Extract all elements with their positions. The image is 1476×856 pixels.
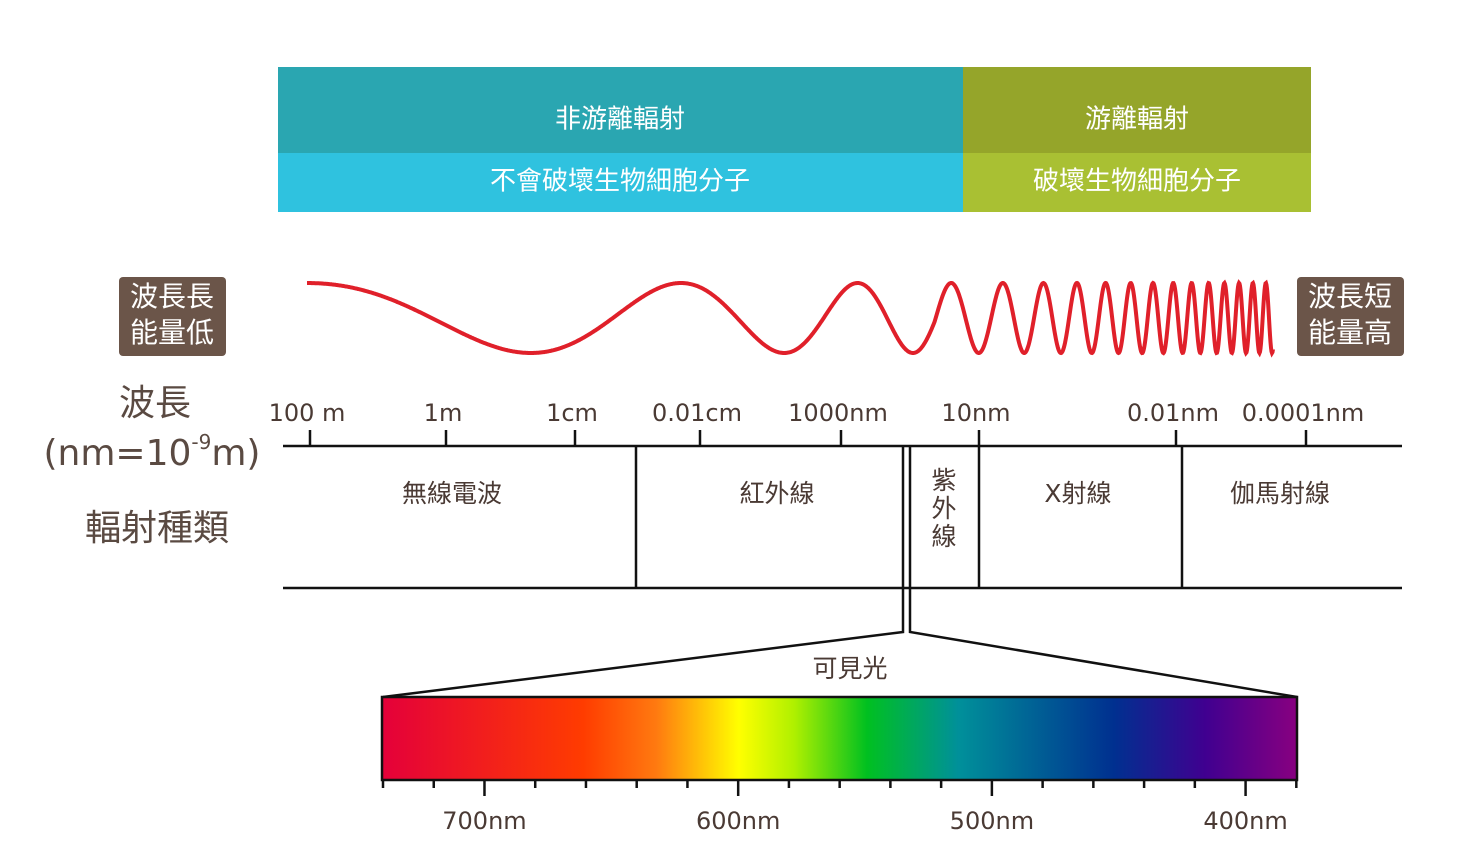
wavelength-tick-label: 1000nm: [788, 399, 888, 427]
spectrum-tick-label: 600nm: [696, 807, 780, 835]
type: 紅外線: [739, 479, 814, 508]
type: 外: [931, 494, 956, 523]
spectrum-tick-label: 400nm: [1203, 807, 1287, 835]
badge-text: 能量低: [130, 316, 214, 349]
spectrum: [380, 695, 1299, 782]
badge-text: 波長短: [1308, 280, 1392, 313]
banner-top: [278, 67, 963, 153]
banner-subtitle: 不會破壞生物細胞分子: [490, 167, 750, 197]
unit-suffix: m): [211, 433, 260, 474]
unit-prefix: (nm=10: [44, 433, 192, 474]
spectrum-tick-label: 500nm: [950, 807, 1034, 835]
wavelength-tick-label: 100 m: [269, 399, 346, 427]
wavelength-label: 波長: [119, 383, 191, 424]
visible-label: 可見光: [812, 654, 887, 683]
visible-callout: [382, 446, 1298, 699]
wavelength-tick-label: 1cm: [546, 399, 598, 427]
banner-top: [963, 67, 1311, 153]
badge-text: 能量高: [1308, 316, 1392, 349]
type: X射線: [1044, 479, 1111, 508]
badge-text: 波長長: [130, 280, 214, 313]
banner-subtitle: 破壞生物細胞分子: [1033, 167, 1241, 197]
unit-label: (nm=10-9m): [44, 430, 261, 475]
wavelength-tick-label: 0.01cm: [652, 399, 742, 427]
unit-exp: -9: [191, 430, 211, 454]
badge: [1297, 277, 1404, 356]
type: 無線電波: [402, 479, 502, 508]
type: 伽馬射線: [1230, 479, 1330, 508]
type: 線: [931, 522, 956, 551]
wavelength-tick-label: 1m: [424, 399, 463, 427]
wavelength-tick-label: 0.01nm: [1127, 399, 1219, 427]
wavelength-tick-label: 0.0001nm: [1242, 399, 1365, 427]
wave: [307, 279, 1275, 358]
spectrum-tick-label: 700nm: [442, 807, 526, 835]
badge: [119, 277, 226, 356]
type: 紫: [931, 466, 956, 495]
banner-bottom: [963, 153, 1311, 212]
banner-title: 非游離輻射: [555, 105, 685, 135]
banner-title: 游離輻射: [1085, 105, 1189, 135]
type-label: 輻射種類: [85, 508, 229, 549]
banner-bottom: [278, 153, 963, 212]
wavelength-tick-label: 10nm: [941, 399, 1010, 427]
